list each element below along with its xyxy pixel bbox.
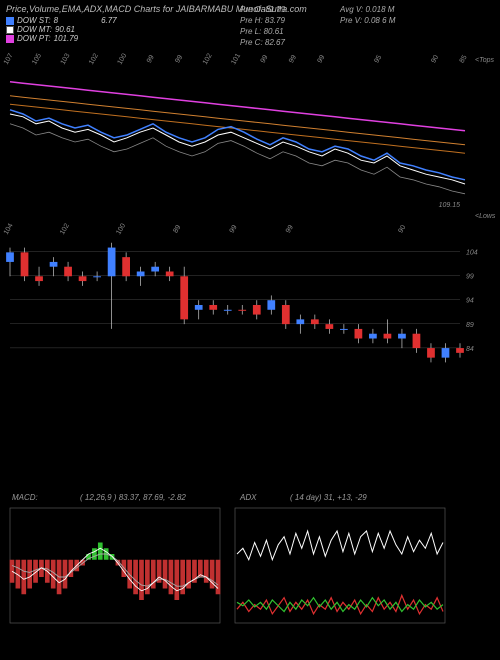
svg-text:( 12,26,9 ) 83.37, 87.69, -2.8: ( 12,26,9 ) 83.37, 87.69, -2.82 bbox=[80, 493, 186, 502]
svg-text:104: 104 bbox=[3, 222, 15, 236]
svg-text:102: 102 bbox=[59, 222, 71, 236]
legend-mt-value: 90.61 bbox=[55, 25, 75, 34]
svg-text:MACD:: MACD: bbox=[12, 493, 38, 502]
legend-mt-label: DOW MT: bbox=[17, 25, 52, 34]
svg-text:99: 99 bbox=[317, 54, 327, 64]
chart-header: Price,Volume,EMA,ADX,MACD Charts for JAI… bbox=[0, 0, 500, 50]
legend-mt-swatch bbox=[6, 26, 14, 34]
legend-pt-label: DOW PT: bbox=[17, 34, 51, 43]
volume-spacer bbox=[0, 380, 500, 490]
candlestick-panel: 104 102 100 89 99 99 90 104 99 94 89 84 bbox=[0, 220, 500, 380]
svg-text:85: 85 bbox=[459, 54, 469, 64]
stats-col-2: Avg V: 0.018 MPre V: 0.08 6 M bbox=[340, 4, 395, 26]
svg-text:99: 99 bbox=[260, 54, 270, 64]
svg-text:100: 100 bbox=[116, 52, 128, 66]
stats-col-1: Pre O: 81.79Pre H: 83.79Pre L: 80.61Pre … bbox=[240, 4, 285, 48]
legend-st-value: 8 bbox=[54, 16, 58, 25]
svg-text:107: 107 bbox=[3, 52, 15, 66]
svg-text:100: 100 bbox=[115, 222, 127, 236]
svg-text:99: 99 bbox=[174, 54, 184, 64]
svg-text:104: 104 bbox=[466, 249, 478, 256]
svg-text:( 14 day) 31, +13, -29: ( 14 day) 31, +13, -29 bbox=[290, 493, 367, 502]
ema-panel: 107 105 103 102 100 99 99 102 101 99 99 99 95 90 85 <To… bbox=[0, 50, 500, 220]
legend-st-label: DOW ST: bbox=[17, 16, 51, 25]
svg-text:99: 99 bbox=[229, 224, 239, 234]
svg-text:101: 101 bbox=[230, 52, 242, 66]
svg-text:<Lows: <Lows bbox=[475, 213, 496, 220]
svg-text:99: 99 bbox=[288, 54, 298, 64]
svg-text:95: 95 bbox=[373, 54, 383, 64]
svg-text:<Tops: <Tops bbox=[475, 57, 495, 64]
svg-text:84: 84 bbox=[466, 346, 474, 353]
svg-text:ADX: ADX bbox=[239, 493, 257, 502]
svg-text:105: 105 bbox=[31, 52, 43, 66]
legend-st-swatch bbox=[6, 17, 14, 25]
svg-text:99: 99 bbox=[285, 224, 295, 234]
svg-text:90: 90 bbox=[430, 54, 440, 64]
svg-text:94: 94 bbox=[466, 298, 474, 305]
legend-pt-value: 101.79 bbox=[54, 34, 78, 43]
svg-text:102: 102 bbox=[202, 52, 214, 66]
svg-text:102: 102 bbox=[88, 52, 100, 66]
indicator-panels: MACD: ( 12,26,9 ) 83.37, 87.69, -2.82 ADX (… bbox=[0, 490, 500, 630]
legend-pt-swatch bbox=[6, 35, 14, 43]
svg-text:89: 89 bbox=[172, 224, 182, 234]
svg-text:99: 99 bbox=[146, 54, 156, 64]
svg-text:103: 103 bbox=[60, 52, 72, 66]
svg-text:89: 89 bbox=[466, 322, 474, 329]
svg-text:99: 99 bbox=[466, 274, 474, 281]
svg-text:109.15: 109.15 bbox=[439, 202, 461, 209]
legend-st-extra: 6.77 bbox=[101, 16, 117, 25]
svg-text:90: 90 bbox=[397, 224, 407, 234]
